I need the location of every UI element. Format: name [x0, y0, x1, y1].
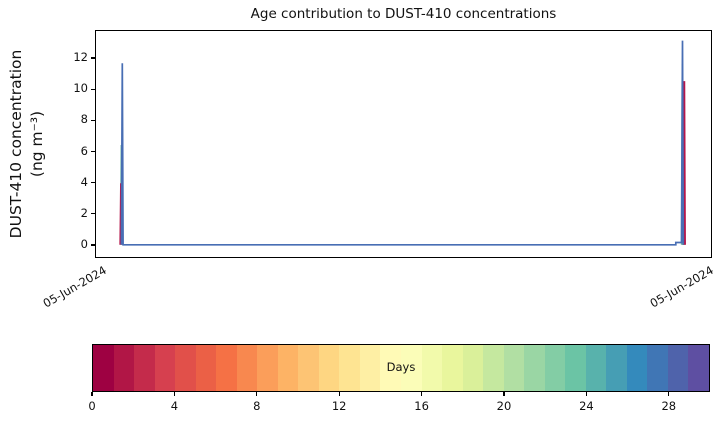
- y-tick-mark: [91, 57, 95, 59]
- colorbar-tick-mark: [91, 392, 93, 396]
- colorbar-segment: [93, 345, 114, 391]
- colorbar-tick-label: 24: [579, 399, 594, 413]
- colorbar-tick-mark: [421, 392, 423, 396]
- colorbar-segment: [626, 345, 648, 391]
- colorbar-segment: [667, 345, 689, 391]
- series-old-age-line: [120, 40, 685, 246]
- y-axis-label-line1: DUST-410 concentration: [7, 49, 26, 239]
- colorbar-segment: [483, 345, 504, 391]
- y-tick-label: 10: [73, 81, 88, 96]
- colorbar-segment: [544, 345, 566, 391]
- colorbar-tick-label: 8: [253, 399, 261, 413]
- x-tick-label-start: 05-Jun-2024: [40, 263, 109, 311]
- colorbar-tick-label: 28: [661, 399, 677, 413]
- colorbar-segment: [442, 345, 463, 391]
- colorbar-tick-mark: [338, 392, 340, 396]
- y-tick-mark: [91, 244, 95, 246]
- colorbar-tick-label: 16: [414, 399, 429, 413]
- colorbar-segment: [339, 345, 360, 391]
- colorbar-tick-mark: [256, 392, 258, 396]
- line-chart: [119, 40, 686, 246]
- colorbar-segment: [688, 345, 709, 391]
- y-tick-label: 12: [73, 50, 88, 64]
- colorbar-segment: [524, 345, 545, 391]
- colorbar-segment: [318, 345, 340, 391]
- colorbar-segment: [400, 345, 422, 391]
- colorbar-segment: [257, 345, 278, 391]
- plot-area: [95, 30, 712, 258]
- colorbar-segment: [175, 345, 196, 391]
- colorbar-segment: [421, 345, 443, 391]
- y-tick-label: 4: [80, 174, 88, 189]
- y-tick-label: 8: [80, 112, 88, 127]
- colorbar-segment: [359, 345, 381, 391]
- colorbar-segment: [236, 345, 258, 391]
- y-tick-mark: [91, 182, 95, 184]
- y-tick-mark: [91, 88, 95, 90]
- y-tick-label: 0: [80, 237, 88, 251]
- colorbar-segment: [585, 345, 607, 391]
- colorbar-tick-label: 20: [496, 399, 512, 413]
- colorbar-tick-mark: [503, 392, 505, 396]
- colorbar-segment: [565, 345, 586, 391]
- colorbar-segment: [277, 345, 299, 391]
- colorbar-tick-mark: [585, 392, 587, 396]
- y-axis-label: DUST-410 concentration (ng m⁻³): [6, 0, 48, 304]
- colorbar-segment: [216, 345, 237, 391]
- colorbar-segment: [113, 345, 135, 391]
- colorbar-tick-mark: [173, 392, 175, 396]
- y-tick-label: 2: [80, 205, 88, 220]
- y-tick-mark: [91, 213, 95, 215]
- colorbar-segment: [195, 345, 217, 391]
- colorbar-segment: [606, 345, 627, 391]
- colorbar-segment: [503, 345, 525, 391]
- colorbar-segment: [647, 345, 668, 391]
- y-tick-mark: [91, 119, 95, 121]
- colorbar-tick-label: 4: [170, 399, 179, 413]
- colorbar-segment: [298, 345, 319, 391]
- y-tick-label: 6: [80, 143, 88, 158]
- colorbar-segment: [462, 345, 484, 391]
- y-tick-mark: [91, 150, 95, 153]
- colorbar-segment: [134, 345, 155, 391]
- chart-title: Age contribution to DUST-410 concentrati…: [250, 6, 557, 22]
- colorbar: [92, 344, 710, 392]
- colorbar-tick-label: 12: [331, 399, 347, 413]
- y-axis-label-line2: (ng m⁻³): [28, 110, 46, 178]
- colorbar-tick-label: 0: [88, 399, 96, 413]
- x-tick-label-end: 05-Jun-2024: [647, 263, 716, 311]
- colorbar-tick-mark: [668, 392, 670, 396]
- colorbar-segment: [380, 345, 401, 391]
- colorbar-segment: [154, 345, 176, 391]
